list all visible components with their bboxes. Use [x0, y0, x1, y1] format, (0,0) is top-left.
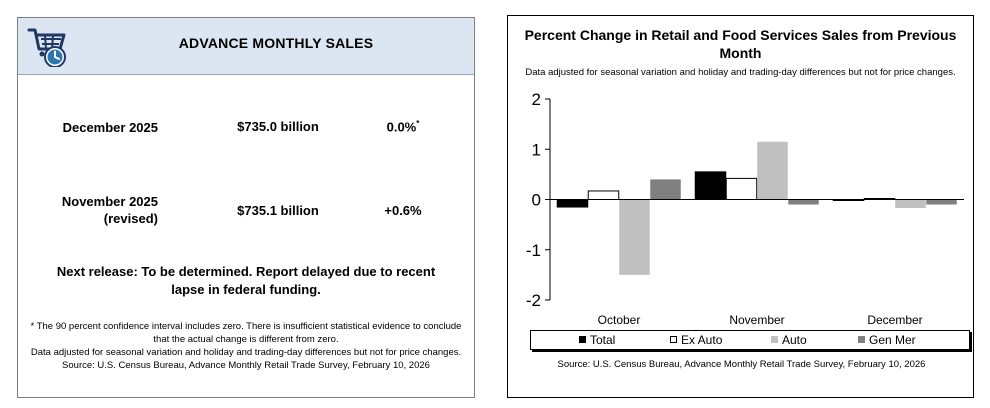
y-tick-label: -2: [526, 291, 541, 310]
row-label-december: December 2025: [62, 120, 158, 135]
legend-swatch: [670, 336, 677, 343]
bar-total: [694, 171, 727, 201]
y-tick-label: 1: [532, 140, 541, 159]
legend-swatch: [579, 336, 586, 343]
bar-auto: [619, 199, 650, 275]
legend-label: Total: [590, 333, 616, 347]
legend-label: Ex Auto: [681, 333, 723, 347]
row-label-line: (revised): [103, 211, 158, 226]
row-label-line: November 2025: [61, 194, 158, 209]
row-change-december: 0.0%*: [363, 119, 443, 134]
next-release-notice: Next release: To be determined. Report d…: [56, 264, 436, 297]
chart-subtitle: Data adjusted for seasonal variation and…: [525, 67, 956, 78]
legend-swatch: [858, 336, 865, 343]
bar-ex-auto: [725, 177, 758, 201]
change-value: 0.0%: [386, 119, 417, 135]
legend-item-auto: Auto: [771, 333, 807, 347]
bar-gen-mer: [926, 199, 957, 205]
legend-swatch: [771, 336, 778, 343]
chart-title: Percent Change in Retail and Food Servic…: [524, 27, 957, 61]
y-tick-label: -1: [526, 241, 541, 260]
legend-label: Gen Mer: [869, 333, 916, 347]
row-change-november: +0.6%: [384, 203, 422, 218]
bar-chart: 2 1 0 -1 -2 October November December: [526, 90, 964, 327]
row-value-november: $735.1 billion: [237, 203, 319, 218]
chart-panel: Percent Change in Retail and Food Servic…: [507, 15, 974, 398]
bar-ex-auto: [587, 190, 620, 201]
bar-auto: [895, 199, 926, 209]
x-tick-label: October: [598, 313, 641, 327]
y-tick-label: 0: [532, 191, 541, 210]
bar-auto: [757, 141, 788, 200]
chart-source: Source: U.S. Census Bureau, Advance Mont…: [557, 359, 926, 370]
advance-monthly-sales-panel: ADVANCE MONTHLY SALES December 2025 $735…: [17, 17, 475, 398]
bar-total: [556, 199, 589, 208]
panel-title: ADVANCE MONTHLY SALES: [178, 35, 374, 51]
legend-label: Auto: [782, 333, 807, 347]
x-tick-label: December: [867, 313, 922, 327]
footnote-marker: *: [416, 119, 420, 128]
shopping-cart-clock-icon: [27, 28, 66, 67]
row-value-december: $735.0 billion: [237, 119, 319, 134]
chart-legend: Total Ex Auto Auto Gen Mer: [530, 330, 970, 350]
x-tick-label: November: [729, 313, 784, 327]
y-tick-label: 2: [532, 90, 541, 109]
legend-item-gen-mer: Gen Mer: [858, 333, 916, 347]
footnote-confidence: * The 90 percent confidence interval inc…: [30, 321, 462, 345]
panel-header: ADVANCE MONTHLY SALES: [18, 18, 474, 75]
footnote-source: Data adjusted for seasonal variation and…: [30, 347, 462, 371]
bar-gen-mer: [650, 179, 681, 200]
bar-gen-mer: [788, 199, 819, 205]
footnote: * The 90 percent confidence interval inc…: [24, 320, 468, 372]
legend-item-total: Total: [579, 333, 615, 347]
row-label-november: November 2025 (revised): [18, 193, 158, 227]
legend-item-ex-auto: Ex Auto: [670, 333, 722, 347]
